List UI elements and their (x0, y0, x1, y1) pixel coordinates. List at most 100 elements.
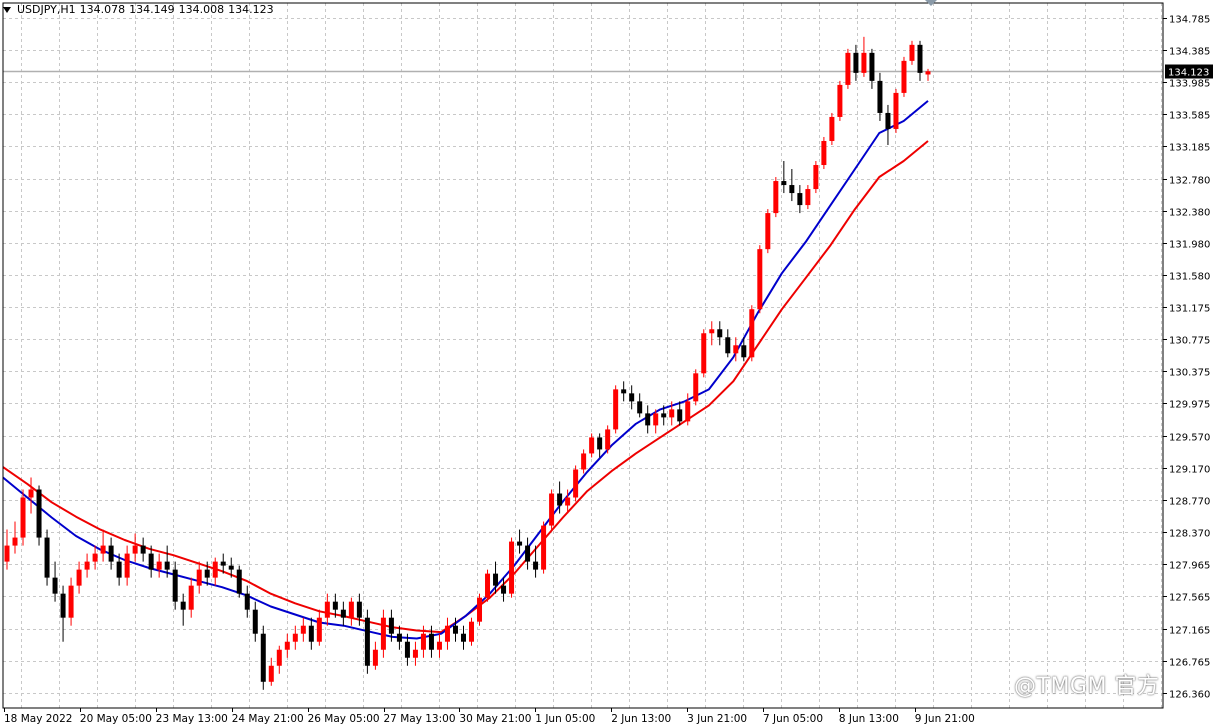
candle-body (204, 569, 210, 578)
candle-body (420, 633, 426, 650)
candle (877, 72, 883, 121)
candle-body (605, 429, 611, 450)
candle (613, 385, 619, 434)
candle (396, 625, 402, 650)
candle-body (773, 181, 779, 214)
candle-body (869, 52, 875, 81)
candle (236, 565, 242, 598)
dropdown-triangle-icon[interactable] (3, 6, 11, 13)
y-tick-label: 131.175 (1169, 304, 1210, 315)
candle (653, 409, 659, 434)
chart-title-bar[interactable]: USDJPY,H1 134.078 134.149 134.008 134.12… (3, 2, 274, 17)
candle-body (308, 625, 314, 642)
x-tick-label: 27 May 13:00 (384, 713, 456, 725)
chart-shift-marker-icon[interactable] (925, 0, 937, 6)
candle (821, 136, 827, 170)
candle (28, 477, 34, 514)
candle (589, 433, 595, 458)
x-tick-label: 2 Jun 13:00 (611, 713, 671, 725)
candle-body (228, 565, 234, 570)
candle-body (340, 609, 346, 618)
candle-body (84, 561, 90, 570)
candle (781, 161, 787, 194)
candle-body (164, 561, 170, 570)
candle (909, 40, 915, 65)
candle-body (76, 569, 82, 586)
candle (108, 537, 114, 570)
x-axis-ticks: 18 May 2022 20 May 05:00 23 May 13:00 24 Ma… (4, 713, 975, 725)
candle (629, 385, 635, 410)
y-tick-label: 133.585 (1169, 111, 1210, 122)
candle-body (356, 601, 362, 618)
y-tick-label: 127.165 (1169, 626, 1210, 637)
candle-body (749, 309, 755, 358)
candle (517, 529, 523, 554)
candle-body (733, 345, 739, 354)
y-tick-label: 126.765 (1169, 658, 1210, 669)
candle (501, 577, 507, 602)
candle (116, 553, 122, 586)
candle (124, 545, 130, 586)
candle (749, 305, 755, 362)
candle-body (509, 541, 515, 594)
candle-body (292, 633, 298, 642)
candle (36, 485, 42, 546)
candle-body (348, 601, 354, 618)
candle (212, 557, 218, 586)
candle (68, 577, 74, 626)
candle (869, 48, 875, 89)
candle-body (372, 649, 378, 666)
candle-body (36, 489, 42, 538)
symbol-label: USDJPY,H1 (17, 3, 76, 16)
price-tag-background (1165, 64, 1213, 79)
candle-body (388, 617, 394, 634)
candle-body (573, 469, 579, 498)
candle (533, 545, 539, 578)
y-tick-label: 127.965 (1169, 561, 1210, 572)
open-value: 134.078 (79, 3, 126, 16)
candle-body (44, 537, 50, 578)
candle (380, 609, 386, 658)
candle (60, 585, 66, 642)
candle (4, 529, 10, 570)
candle-body (797, 193, 803, 206)
candle (52, 561, 58, 602)
candle-body (260, 633, 266, 682)
candle (404, 633, 410, 666)
candle (709, 321, 715, 346)
candle (268, 657, 274, 686)
candle-body (765, 213, 771, 250)
candle (813, 161, 819, 194)
candles[interactable] (4, 36, 931, 690)
candle (44, 529, 50, 586)
candle-body (412, 649, 418, 658)
candle (420, 625, 426, 658)
y-tick-label: 128.370 (1169, 529, 1210, 540)
candle-body (100, 545, 106, 554)
candle (773, 177, 779, 218)
candle (853, 44, 859, 81)
x-tick-label: 23 May 13:00 (156, 713, 228, 725)
candle (76, 561, 82, 594)
y-tick-label: 126.360 (1169, 690, 1210, 701)
x-tick-label: 3 Jun 21:00 (687, 713, 747, 725)
candle-body (581, 453, 587, 470)
candle-body (28, 489, 34, 498)
candle (188, 577, 194, 618)
candle-body (116, 561, 122, 578)
candle (140, 537, 146, 562)
candle-body (925, 71, 931, 75)
candle (148, 545, 154, 578)
candle (100, 529, 106, 562)
candle-body (853, 52, 859, 73)
candle (885, 104, 891, 145)
ma-slow-line (2, 140, 929, 634)
candle-body (156, 561, 162, 570)
candle (20, 489, 26, 546)
close-value: 134.123 (228, 3, 274, 16)
candle (92, 545, 98, 570)
candle-body (757, 249, 763, 310)
candle (917, 40, 923, 81)
